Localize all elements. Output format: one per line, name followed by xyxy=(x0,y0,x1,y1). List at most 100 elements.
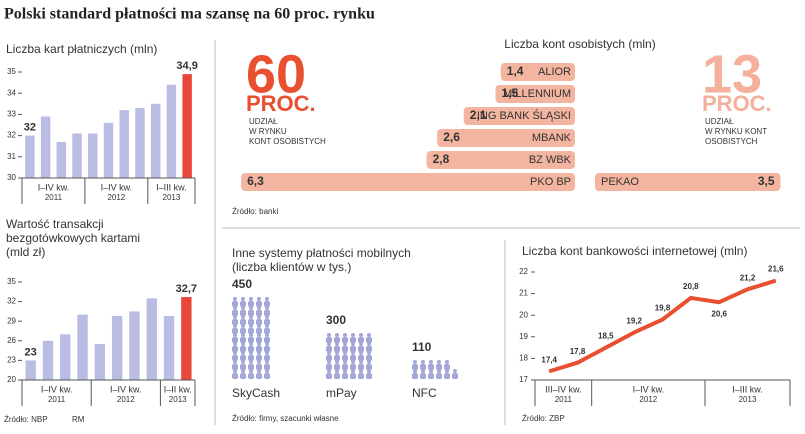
person-icon-body xyxy=(232,355,238,361)
chart-title: Wartość transakcji xyxy=(6,217,104,231)
value-label: 2,8 xyxy=(433,152,450,166)
caption: W RYNKU KONT xyxy=(705,127,767,136)
person-icon-body xyxy=(256,328,262,334)
y-tick-label: 33 xyxy=(7,110,16,119)
person-icon-head xyxy=(453,369,457,373)
bar xyxy=(463,107,575,125)
person-icon-body xyxy=(264,355,270,361)
value-label: 19,2 xyxy=(626,317,642,326)
person-icon-head xyxy=(249,297,253,301)
person-icon-head xyxy=(429,360,433,364)
y-tick-label: 20 xyxy=(519,310,528,319)
person-icon-body xyxy=(232,301,238,307)
bar xyxy=(42,340,54,380)
caption: UDZIAŁ xyxy=(249,117,278,126)
person-icon-body xyxy=(256,337,262,343)
bar xyxy=(56,141,67,178)
person-icon-body xyxy=(240,337,246,343)
person-icon-body xyxy=(326,346,332,352)
person-icon-body xyxy=(248,328,254,334)
bar xyxy=(146,298,157,380)
group-label: I–IV kw. xyxy=(41,384,73,394)
person-icon-body xyxy=(326,373,332,379)
person-icon-body xyxy=(256,346,262,352)
value-label: 3,5 xyxy=(758,174,775,188)
group-label: I–IV kw. xyxy=(101,182,133,192)
person-icon-body xyxy=(264,319,270,325)
value-label: 21,6 xyxy=(768,265,784,274)
person-icon-body xyxy=(326,337,332,343)
bar xyxy=(103,122,114,178)
group-year: 2011 xyxy=(48,395,66,404)
chart-title: (liczba klientów w tys.) xyxy=(232,260,351,274)
person-icon-body xyxy=(256,364,262,370)
person-icon-head xyxy=(233,297,237,301)
person-icon-body xyxy=(326,364,332,370)
value-label: 32,7 xyxy=(176,283,197,295)
value-label: 23 xyxy=(25,346,37,358)
person-icon-body xyxy=(342,373,348,379)
value-label: 32 xyxy=(24,122,36,134)
bar xyxy=(135,108,145,178)
person-icon-body xyxy=(326,355,332,361)
person-icon-head xyxy=(257,297,261,301)
person-icon-body xyxy=(350,355,356,361)
bar xyxy=(119,110,129,178)
group-year: 2012 xyxy=(107,193,125,202)
person-icon-body xyxy=(342,364,348,370)
group-year: 2013 xyxy=(169,395,187,404)
person-icon-body xyxy=(248,301,254,307)
person-icon-body xyxy=(366,337,372,343)
person-icon-body xyxy=(248,337,254,343)
person-icon-head xyxy=(343,333,347,337)
chart-title: Liczba kont bankowości internetowej (mln… xyxy=(522,244,747,258)
person-icon-body xyxy=(334,364,340,370)
chart-title: Liczba kart płatniczych (mln) xyxy=(6,42,157,56)
person-icon-head xyxy=(241,297,245,301)
person-icon-body xyxy=(248,373,254,379)
category-label: NFC xyxy=(412,386,437,400)
person-icon-body xyxy=(256,373,262,379)
person-icon-body xyxy=(366,355,372,361)
person-icon-body xyxy=(334,355,340,361)
icon-group xyxy=(326,333,372,379)
bar xyxy=(60,334,71,380)
bar xyxy=(129,311,140,380)
group-label: I–III kw. xyxy=(732,384,763,394)
bar xyxy=(595,173,781,191)
group-year: 2012 xyxy=(117,395,135,404)
caption: OSOBISTYCH xyxy=(705,137,758,146)
category-label: PKO BP xyxy=(530,176,571,188)
person-icon-body xyxy=(240,328,246,334)
person-icon-body xyxy=(240,319,246,325)
category-label: MBANK xyxy=(532,132,572,144)
person-icon-body xyxy=(264,301,270,307)
y-tick-label: 21 xyxy=(519,289,528,298)
person-icon-head xyxy=(421,360,425,364)
person-icon-head xyxy=(437,360,441,364)
person-icon-head xyxy=(367,333,371,337)
group-year: 2012 xyxy=(639,395,657,404)
value-label: 21,2 xyxy=(740,273,756,282)
y-tick-label: 35 xyxy=(7,277,16,286)
person-icon-body xyxy=(342,337,348,343)
person-icon-body xyxy=(412,373,418,379)
value-label: 20,8 xyxy=(683,282,699,291)
bar xyxy=(77,314,88,380)
bar xyxy=(88,133,98,178)
line xyxy=(548,278,777,374)
person-icon-body xyxy=(436,373,442,379)
person-icon-head xyxy=(413,360,417,364)
icon-group xyxy=(232,297,270,379)
bar xyxy=(500,63,575,81)
value-label: 1,4 xyxy=(507,64,524,78)
group-year: 2011 xyxy=(45,193,63,202)
bar xyxy=(426,151,575,169)
bar xyxy=(181,297,192,380)
bar xyxy=(495,85,575,103)
value-label: 34,9 xyxy=(176,60,197,72)
person-icon-body xyxy=(264,310,270,316)
person-icon-head xyxy=(445,360,449,364)
bar xyxy=(94,344,106,380)
